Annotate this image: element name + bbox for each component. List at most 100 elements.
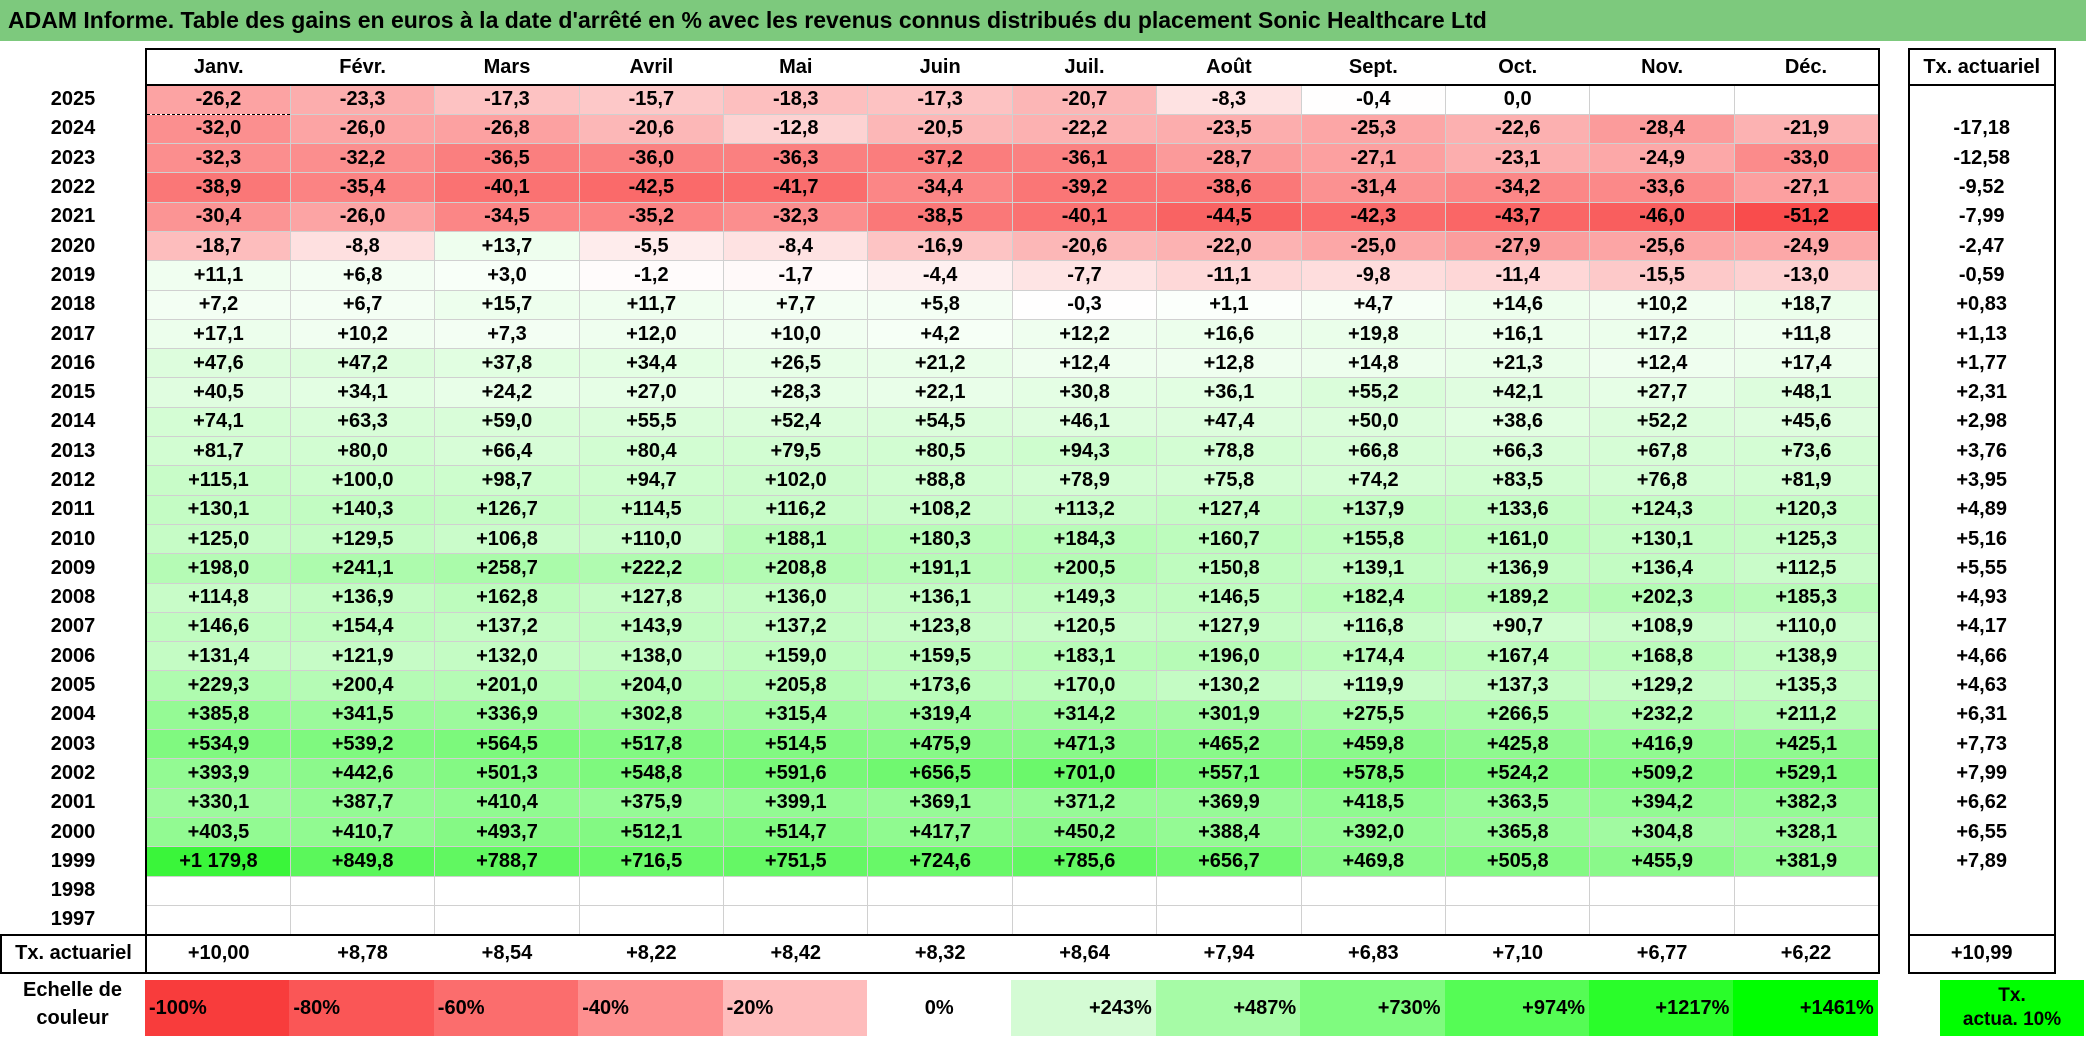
table-row: 2006 +131,4 +121,9 +132,0 +138,0 +159,0 +159,5… <box>1 641 2056 672</box>
gain-cell: -23,3 <box>289 85 435 115</box>
gain-cell: +126,7 <box>434 495 580 525</box>
month-header: Avril <box>579 48 724 86</box>
gain-cell: +14,6 <box>1445 290 1590 320</box>
gain-cell: +336,9 <box>434 700 580 731</box>
gain-cell: +168,8 <box>1589 641 1735 672</box>
actuarial-cell: +3,95 <box>1907 465 2056 496</box>
gain-cell: +524,2 <box>1445 758 1590 789</box>
gain-cell: +24,2 <box>434 377 580 408</box>
gain-cell: +534,9 <box>144 729 291 760</box>
gain-cell: +167,4 <box>1445 641 1590 672</box>
gain-cell: +258,7 <box>434 553 580 584</box>
gain-cell: +509,2 <box>1589 758 1735 789</box>
gain-cell: +1 179,8 <box>144 846 291 877</box>
column-gap <box>1879 700 1909 729</box>
gain-cell: -17,3 <box>434 85 580 115</box>
gain-cell: +55,2 <box>1300 377 1446 408</box>
actuarial-cell: -9,52 <box>1907 172 2056 203</box>
totals-cell: +8,22 <box>579 933 724 974</box>
actuarial-cell: +3,76 <box>1907 436 2056 466</box>
gain-cell: +275,5 <box>1300 700 1446 731</box>
gain-cell <box>1300 876 1446 906</box>
gain-cell: -25,0 <box>1300 231 1446 262</box>
gain-cell: +78,9 <box>1011 465 1157 496</box>
gain-cell: +47,2 <box>289 348 435 379</box>
gain-cell: -8,3 <box>1156 85 1302 115</box>
gain-cell: +19,8 <box>1300 319 1446 350</box>
year-label: 2025 <box>50 88 96 111</box>
actuarial-cell: +6,31 <box>1907 700 2056 730</box>
gain-cell: -18,7 <box>144 231 291 262</box>
gain-cell: +393,9 <box>144 758 291 789</box>
gain-cell <box>434 905 580 936</box>
gain-cell: +385,8 <box>144 700 291 731</box>
gain-cell: +88,8 <box>867 465 1013 496</box>
gain-cell: -36,0 <box>578 143 724 174</box>
table-row: 2004 +385,8 +341,5 +336,9 +302,8 +315,4 +319,4… <box>1 700 2056 731</box>
gain-cell: +131,4 <box>144 641 291 672</box>
gain-cell: -24,9 <box>1733 231 1880 262</box>
totals-cell: +8,42 <box>723 933 868 974</box>
table-row: 2011 +130,1 +140,3 +126,7 +114,5 +116,2 +108,2… <box>1 495 2056 525</box>
gain-cell: +34,1 <box>289 377 435 408</box>
gain-cell <box>434 876 580 906</box>
gain-cell: +110,0 <box>578 524 724 555</box>
color-scale-actuarial-line1: Tx. <box>1998 985 2026 1006</box>
gain-cell: +66,3 <box>1445 436 1590 467</box>
gain-cell: +149,3 <box>1011 583 1157 613</box>
gain-cell: +465,2 <box>1156 729 1302 760</box>
gain-cell: +114,8 <box>144 583 291 613</box>
year-label: 2008 <box>50 586 96 609</box>
year-label: 2005 <box>50 674 96 697</box>
gain-cell: -36,5 <box>434 143 580 174</box>
gain-cell: -15,5 <box>1589 260 1735 291</box>
gain-cell <box>1733 905 1880 936</box>
actuarial-cell: +2,31 <box>1907 377 2056 408</box>
column-gap <box>1879 378 1909 407</box>
gain-cell: +10,2 <box>1589 290 1735 320</box>
gain-cell: +3,0 <box>434 260 580 291</box>
month-header: Janv. <box>144 48 291 86</box>
gain-cell: +100,0 <box>289 465 435 496</box>
gain-cell: +146,5 <box>1156 583 1302 613</box>
gain-cell: -8,4 <box>723 231 868 262</box>
gain-cell: +232,2 <box>1589 700 1735 731</box>
gain-cell: -5,5 <box>578 231 724 262</box>
actuarial-cell: +5,16 <box>1907 524 2056 554</box>
gain-cell: +161,0 <box>1445 524 1590 555</box>
table-row: 2005 +229,3 +200,4 +201,0 +204,0 +205,8 +173,6… <box>1 670 2056 701</box>
year-label: 2006 <box>50 644 96 667</box>
gain-cell: +121,9 <box>289 641 435 672</box>
gain-cell: +315,4 <box>723 700 868 731</box>
gain-cell: +304,8 <box>1589 817 1735 848</box>
gain-cell: +127,8 <box>578 583 724 613</box>
gain-cell: -7,7 <box>1011 260 1157 291</box>
gain-cell: -26,0 <box>289 114 435 145</box>
month-header: Mai <box>723 48 868 86</box>
gain-cell: -8,8 <box>289 231 435 262</box>
gain-cell: +455,9 <box>1589 846 1735 877</box>
gain-cell <box>1445 876 1590 906</box>
gain-cell: +137,2 <box>434 612 580 643</box>
table-row: 2001 +330,1 +387,7 +410,4 +375,9 +399,1 +369,1… <box>1 788 2056 818</box>
gain-cell: +155,8 <box>1300 524 1446 555</box>
actuarial-cell: -17,18 <box>1907 114 2056 144</box>
gain-cell: +162,8 <box>434 583 580 613</box>
actuarial-cell: +6,62 <box>1907 788 2056 818</box>
gain-cell: -35,4 <box>289 172 435 203</box>
totals-cell: +7,94 <box>1156 933 1302 974</box>
gain-cell: +381,9 <box>1733 846 1880 877</box>
color-scale-cell: +974% <box>1444 980 1589 1036</box>
gain-cell <box>1011 876 1157 906</box>
year-label: 2003 <box>50 732 96 755</box>
gain-cell: +17,1 <box>144 319 291 350</box>
gain-cell: +514,7 <box>723 817 868 848</box>
actuarial-cell: -0,59 <box>1907 260 2056 291</box>
color-scale-actuarial: Tx. actua. 10% <box>1940 980 2084 1036</box>
totals-cell: +7,10 <box>1445 933 1590 974</box>
actuarial-cell: +4,17 <box>1907 612 2056 642</box>
gain-cell: -32,2 <box>289 143 435 174</box>
totals-cell: +6,77 <box>1589 933 1735 974</box>
gain-cell: +363,5 <box>1445 788 1590 818</box>
gain-cell: +120,5 <box>1011 612 1157 643</box>
